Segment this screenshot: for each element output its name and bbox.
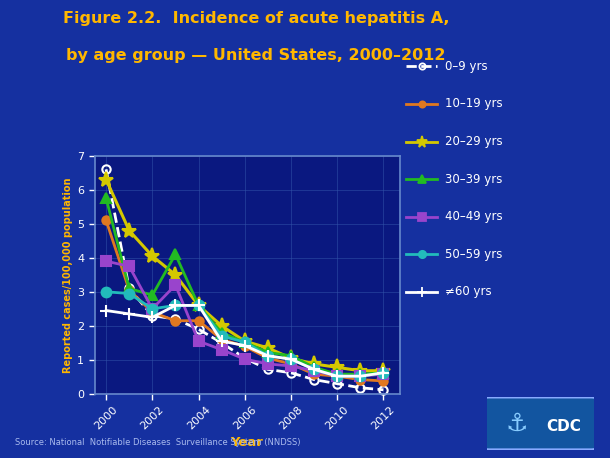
Text: Figure 2.2.  Incidence of acute hepatitis A,: Figure 2.2. Incidence of acute hepatitis…	[63, 11, 450, 27]
Y-axis label: Reported cases/100,000 population: Reported cases/100,000 population	[63, 177, 73, 372]
Text: 20–29 yrs: 20–29 yrs	[445, 135, 502, 148]
Text: 40–49 yrs: 40–49 yrs	[445, 210, 502, 223]
Text: by age group — United States, 2000–2012: by age group — United States, 2000–2012	[66, 48, 446, 63]
Text: Source: National  Notifiable Diseases  Surveillance System (NNDSS): Source: National Notifiable Diseases Sur…	[15, 437, 301, 447]
Text: 50–59 yrs: 50–59 yrs	[445, 248, 502, 261]
Text: 10–19 yrs: 10–19 yrs	[445, 98, 502, 110]
Text: 0–9 yrs: 0–9 yrs	[445, 60, 487, 73]
Text: 30–39 yrs: 30–39 yrs	[445, 173, 502, 185]
FancyBboxPatch shape	[484, 397, 597, 450]
Text: ⚓: ⚓	[506, 411, 528, 436]
Text: CDC: CDC	[546, 419, 581, 434]
X-axis label: Year: Year	[231, 436, 264, 448]
Text: ≠60 yrs: ≠60 yrs	[445, 285, 491, 298]
